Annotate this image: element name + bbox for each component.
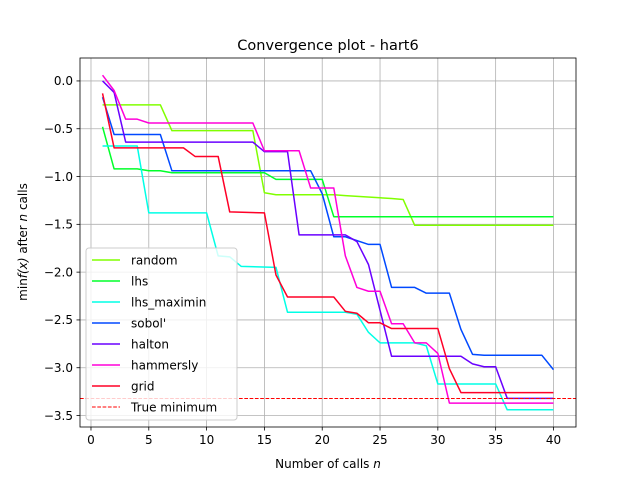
y-tick-label: −1.0: [44, 170, 73, 184]
grid-layer: [80, 58, 576, 427]
y-axis-label-after: after: [16, 221, 30, 257]
legend-label: hammersly: [131, 358, 198, 372]
x-tick-label: 25: [372, 433, 387, 447]
y-tick-label: −3.0: [44, 361, 73, 375]
x-tick-label: 10: [199, 433, 214, 447]
series-line-lhs: [101, 126, 554, 218]
series-line-sobol-: [101, 96, 555, 371]
legend-label: lhs: [131, 274, 148, 288]
x-tick-label: 15: [257, 433, 272, 447]
x-tick-label: 0: [87, 433, 95, 447]
y-tick-label: −0.5: [44, 122, 73, 136]
x-axis-label-var: n: [373, 457, 381, 471]
y-axis-label-var: n: [16, 214, 30, 222]
x-tick-label: 30: [430, 433, 445, 447]
series-layer: [101, 74, 555, 411]
x-tick-label: 20: [315, 433, 330, 447]
legend-label: grid: [131, 379, 155, 393]
y-axis-ticks: 0.0 −0.5 −1.0 −1.5 −2.0 −2.5 −3.0 −3.5: [44, 74, 80, 423]
y-tick-label: −3.5: [44, 409, 73, 423]
chart-title: Convergence plot - hart6: [237, 38, 418, 54]
legend-label: random: [131, 253, 178, 267]
y-axis-label-calls: calls: [16, 183, 30, 214]
y-tick-label: −1.5: [44, 218, 73, 232]
x-axis-label: Number of calls n: [275, 457, 381, 471]
legend-label: True minimum: [130, 400, 217, 414]
series-line-grid: [101, 93, 554, 394]
x-tick-label: 5: [145, 433, 153, 447]
y-tick-label: 0.0: [54, 74, 73, 88]
y-axis-label: minf(x) after n calls: [16, 183, 30, 301]
x-tick-label: 40: [546, 433, 561, 447]
series-line-random: [102, 104, 554, 227]
legend-label: lhs_maximin: [131, 295, 206, 309]
y-tick-label: −2.5: [44, 313, 73, 327]
legend-label: halton: [131, 337, 169, 351]
legend-label: sobol': [131, 316, 166, 330]
legend: random lhs lhs_maximin sobol' halton hammersl…: [85, 247, 238, 421]
x-axis-ticks: 0 5 10 15 20 25 30 35 40: [87, 427, 561, 447]
x-tick-label: 35: [488, 433, 503, 447]
legend-box: [85, 247, 238, 421]
series-line-lhs-maximin: [102, 145, 554, 411]
plot-frame: [79, 57, 577, 428]
series-line-halton: [102, 80, 554, 400]
y-axis-label-fx: f(x): [16, 257, 30, 278]
y-tick-label: −2.0: [44, 265, 73, 279]
series-line-hammersly: [101, 74, 554, 404]
y-axis-label-min: min: [16, 278, 30, 301]
x-axis-label-text: Number of calls: [275, 457, 373, 471]
